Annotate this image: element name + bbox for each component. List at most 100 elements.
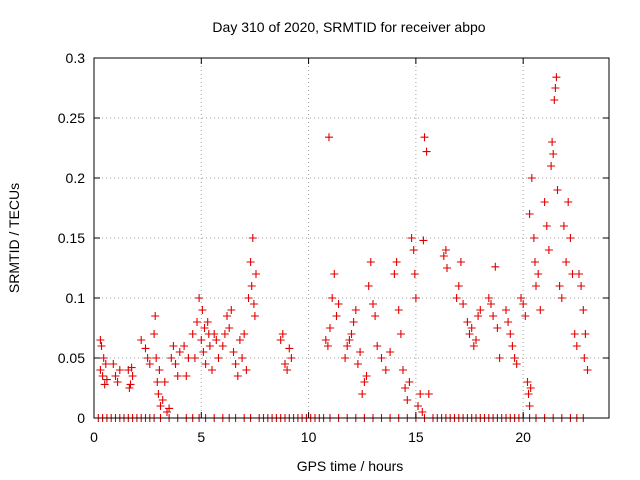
data-point — [229, 348, 238, 356]
data-point — [549, 150, 558, 158]
data-point — [200, 324, 209, 332]
data-point — [115, 366, 124, 374]
data-point — [242, 366, 251, 374]
data-point — [504, 318, 513, 326]
y-tick-label: 0.3 — [66, 50, 86, 66]
data-point — [548, 138, 557, 146]
data-point — [126, 380, 135, 389]
data-point — [250, 312, 259, 320]
data-point — [353, 360, 362, 368]
data-point — [169, 342, 178, 350]
data-point — [405, 378, 414, 386]
data-point — [366, 258, 375, 266]
data-point — [552, 73, 561, 82]
data-point — [145, 360, 154, 368]
x-tick-label: 10 — [301, 429, 317, 445]
data-point — [418, 408, 427, 416]
data-point — [491, 262, 500, 271]
data-point — [553, 186, 562, 194]
data-point — [508, 342, 517, 350]
data-point — [542, 222, 551, 230]
data-point — [540, 198, 549, 206]
data-point — [547, 162, 556, 170]
data-point — [128, 372, 137, 380]
data-point — [249, 300, 258, 308]
data-point — [341, 354, 350, 362]
data-point — [218, 342, 227, 350]
data-point — [550, 96, 559, 104]
data-point — [531, 258, 539, 266]
data-point — [326, 324, 334, 332]
data-point — [555, 282, 564, 290]
data-point — [570, 330, 579, 338]
data-point — [512, 360, 521, 368]
data-point — [248, 234, 257, 242]
data-point — [208, 366, 216, 374]
data-point — [190, 354, 199, 362]
data-point — [410, 270, 419, 278]
data-point — [235, 336, 244, 344]
data-point — [399, 366, 407, 374]
data-point — [484, 294, 493, 302]
data-point — [188, 330, 197, 338]
data-point — [506, 330, 515, 338]
data-point — [360, 378, 369, 386]
data-point — [102, 375, 111, 384]
data-point — [199, 348, 208, 356]
data-point — [420, 133, 429, 142]
data-point — [575, 270, 583, 278]
data-point — [409, 246, 418, 254]
data-point — [487, 300, 495, 308]
data-point — [517, 294, 525, 302]
data-point — [351, 306, 360, 314]
data-point — [175, 348, 184, 356]
data-point — [523, 378, 532, 386]
data-point — [240, 330, 249, 338]
data-point — [424, 390, 433, 398]
data-point — [163, 408, 171, 416]
data-point — [160, 378, 169, 386]
data-point — [583, 366, 592, 374]
x-tick-label: 20 — [515, 429, 531, 445]
data-point — [210, 330, 219, 338]
data-point — [349, 318, 358, 326]
data-point — [472, 336, 480, 344]
data-point — [278, 330, 287, 338]
data-point — [356, 348, 365, 356]
marks-layer — [94, 73, 592, 422]
data-point — [452, 294, 461, 302]
data-point — [195, 294, 204, 302]
data-point — [233, 372, 242, 380]
data-point — [454, 282, 463, 290]
data-point — [343, 342, 352, 350]
data-point — [572, 342, 581, 350]
data-point — [97, 342, 106, 350]
y-tick-label: 0.15 — [58, 230, 85, 246]
data-point — [469, 342, 478, 350]
data-point — [203, 318, 212, 326]
data-point — [441, 246, 450, 254]
data-point — [325, 133, 333, 142]
data-point — [566, 234, 575, 242]
data-point — [495, 354, 504, 362]
data-point — [422, 147, 431, 156]
data-point — [165, 404, 174, 413]
data-point — [227, 306, 236, 314]
data-point — [285, 344, 294, 353]
data-point — [493, 324, 502, 332]
data-point — [529, 234, 538, 242]
grid-layer — [94, 58, 609, 418]
data-point — [534, 270, 543, 278]
data-point — [443, 264, 451, 272]
data-point — [407, 234, 416, 242]
data-point — [96, 336, 105, 344]
x-axis-label: GPS time / hours — [297, 458, 404, 474]
data-point — [377, 354, 386, 362]
data-point — [281, 360, 289, 368]
data-point — [214, 354, 223, 362]
data-point — [521, 312, 530, 320]
data-point — [519, 300, 528, 308]
data-point — [526, 384, 535, 392]
data-point — [141, 344, 150, 353]
